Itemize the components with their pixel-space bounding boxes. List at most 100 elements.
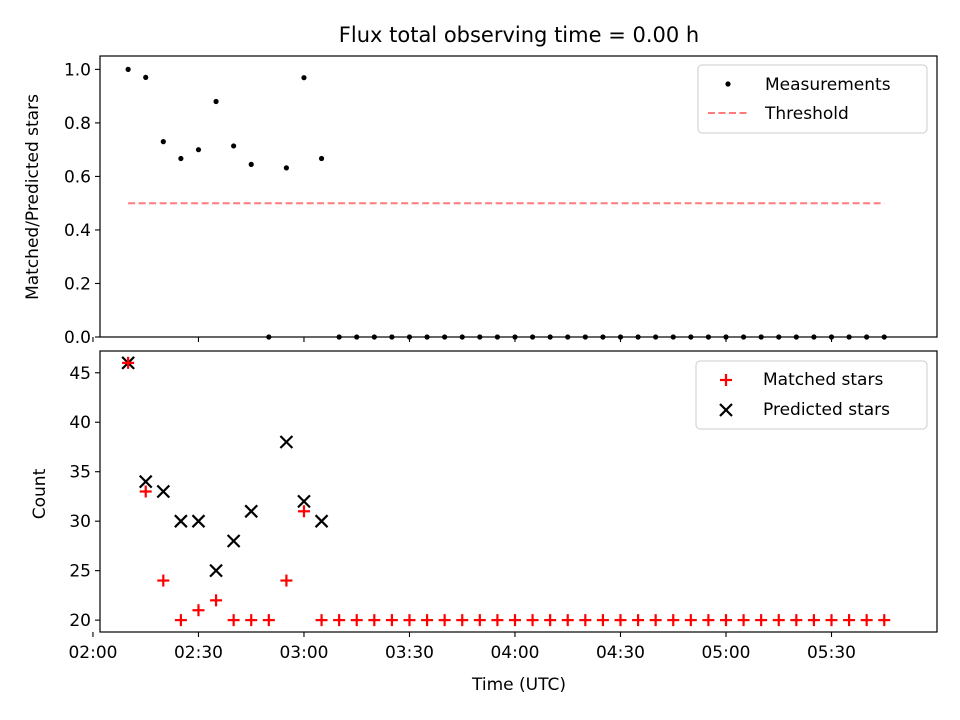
matched-point <box>772 614 785 627</box>
predicted-point <box>297 494 311 509</box>
matched-point <box>843 614 856 627</box>
matched-point <box>157 574 170 587</box>
top-y-tick-label: 0.8 <box>64 114 91 134</box>
measurement-point <box>160 139 166 145</box>
measurement-point <box>195 147 202 153</box>
matched-point <box>878 614 891 627</box>
matched-point <box>596 614 609 627</box>
bottom-y-tick-label: 20 <box>69 611 91 631</box>
matched-point <box>526 614 539 627</box>
predicted-point <box>226 534 241 548</box>
matched-point <box>438 614 451 627</box>
matched-point <box>368 614 381 627</box>
matched-point <box>684 614 697 627</box>
matched-point <box>210 594 223 607</box>
top-legend-box <box>697 64 928 134</box>
top-y-tick-label: 0.4 <box>64 221 91 241</box>
predicted-point <box>156 484 171 499</box>
measurement-point <box>213 98 219 105</box>
measurement-point <box>231 143 237 149</box>
matched-point <box>297 505 310 518</box>
top-y-axis-label: Matched/Predicted stars <box>23 94 43 300</box>
predicted-point <box>138 474 153 489</box>
bottom-y-axis-label: Count <box>30 468 50 519</box>
top-x-ticks <box>92 337 833 342</box>
x-tick-label: 02:30 <box>174 643 223 663</box>
top-panel: 0.0 0.2 0.4 0.6 0.8 1.0 Matched/Predicted sta… <box>23 55 938 348</box>
bottom-y-tick-label: 40 <box>69 413 91 433</box>
measurement-point <box>283 165 289 171</box>
matched-point <box>667 614 680 627</box>
chart-title: Flux total observing time = 0.00 h <box>339 23 699 47</box>
matched-point <box>174 614 187 627</box>
bottom-y-ticks: 20 25 30 35 40 45 <box>69 364 100 631</box>
measurement-point <box>143 74 149 81</box>
matched-point <box>755 614 768 627</box>
matched-point <box>825 614 838 627</box>
matched-point <box>561 614 574 627</box>
top-y-tick-label: 0.6 <box>64 167 91 187</box>
matched-point <box>333 614 346 627</box>
top-y-ticks: 0.0 0.2 0.4 0.6 0.8 1.0 <box>64 60 100 348</box>
top-y-tick-label: 1.0 <box>64 60 91 80</box>
matched-point <box>350 614 363 627</box>
x-tick-label: 03:30 <box>385 643 434 663</box>
measurement-point <box>318 155 325 162</box>
predicted-point <box>279 435 294 449</box>
matched-point <box>473 614 486 627</box>
top-plot-area <box>125 66 887 340</box>
predicted-point <box>174 514 188 528</box>
matched-point <box>192 604 205 617</box>
matched-point <box>385 614 398 627</box>
legend-measurements-label: Measurements <box>765 75 891 95</box>
x-tick-label: 04:30 <box>596 643 645 663</box>
legend-matched-label: Matched stars <box>763 370 883 390</box>
bottom-y-tick-label: 45 <box>69 364 91 384</box>
measurement-point <box>178 155 184 162</box>
predicted-point <box>191 514 206 528</box>
matched-point <box>456 614 469 627</box>
matched-point <box>632 614 645 627</box>
bottom-plot-area <box>121 356 891 627</box>
top-legend: Measurements Threshold <box>697 64 928 134</box>
legend-predicted-marker <box>719 403 733 417</box>
matched-point <box>649 614 662 627</box>
matched-point <box>280 574 293 587</box>
x-tick-label: 04:00 <box>490 643 539 663</box>
matched-point <box>860 614 873 627</box>
matched-point <box>702 614 715 627</box>
x-tick-label: 02:00 <box>68 643 117 663</box>
x-tick-label: 05:30 <box>807 643 856 663</box>
bottom-panel: 20 25 30 35 40 45 02:00 02:30 03:00 03:30 04:00 04… <box>30 350 938 695</box>
bottom-axes-frame <box>99 350 938 633</box>
bottom-legend: Matched stars Predicted stars <box>695 360 928 430</box>
bottom-legend-box <box>695 360 928 430</box>
matched-point <box>807 614 820 627</box>
bottom-y-tick-label: 30 <box>69 512 91 532</box>
matched-point <box>245 614 258 627</box>
matched-point <box>139 485 152 498</box>
matched-point <box>719 614 732 627</box>
x-tick-label: 05:00 <box>701 643 750 663</box>
measurement-point <box>248 161 254 167</box>
predicted-point <box>314 514 329 528</box>
matched-point <box>315 614 328 627</box>
predicted-point <box>209 563 223 578</box>
matched-point <box>403 614 416 627</box>
matched-point <box>122 356 135 369</box>
matched-point <box>508 614 521 627</box>
measurement-point <box>301 75 307 81</box>
top-y-tick-label: 0.2 <box>64 274 91 294</box>
x-tick-label: 03:00 <box>279 643 328 663</box>
x-axis-label: Time (UTC) <box>471 675 566 695</box>
legend-predicted-label: Predicted stars <box>763 400 890 420</box>
matched-point <box>614 614 627 627</box>
bottom-y-tick-label: 25 <box>69 562 91 582</box>
bottom-y-tick-label: 35 <box>69 463 91 483</box>
matched-point <box>227 614 240 627</box>
measurement-point <box>125 66 131 72</box>
matched-point <box>579 614 592 627</box>
bottom-x-ticks: 02:00 02:30 03:00 03:30 04:00 04:30 05:00 05:30 <box>68 632 856 663</box>
legend-threshold-label: Threshold <box>764 104 849 124</box>
